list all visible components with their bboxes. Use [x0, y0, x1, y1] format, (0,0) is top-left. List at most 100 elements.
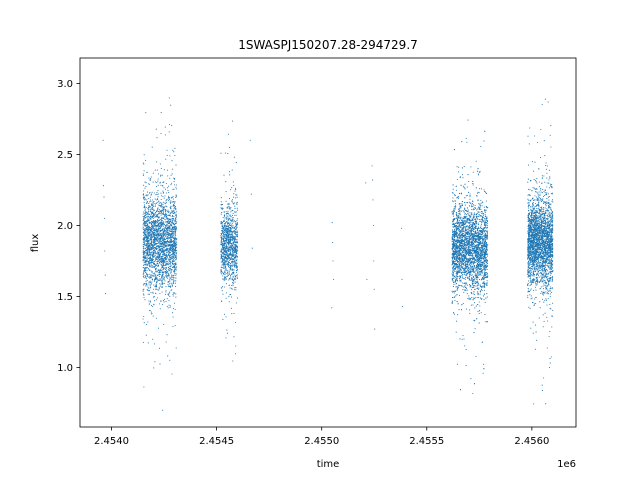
data-point — [151, 272, 153, 274]
data-point — [147, 260, 149, 263]
data-point — [174, 206, 176, 208]
data-point — [153, 267, 155, 269]
data-point — [150, 215, 152, 218]
data-point — [472, 252, 475, 254]
data-point — [232, 264, 234, 266]
data-point — [175, 251, 177, 253]
data-point — [150, 283, 152, 285]
data-point — [161, 210, 163, 212]
data-point — [228, 204, 230, 206]
data-point — [143, 255, 145, 257]
data-point — [150, 193, 152, 195]
data-point — [162, 234, 165, 236]
data-point — [161, 291, 163, 293]
data-point — [236, 256, 238, 258]
data-point — [231, 264, 233, 266]
data-point — [228, 266, 230, 268]
data-point — [166, 198, 168, 200]
data-point — [168, 245, 170, 247]
data-point — [235, 224, 238, 226]
data-point — [170, 235, 172, 237]
data-point — [160, 219, 162, 221]
data-point — [149, 199, 151, 201]
data-point — [226, 251, 228, 253]
data-point — [233, 220, 235, 222]
data-point — [227, 241, 229, 243]
data-point — [230, 257, 232, 259]
data-point — [232, 226, 234, 228]
data-point — [235, 255, 237, 257]
data-point — [229, 215, 231, 217]
data-point — [148, 218, 150, 220]
data-point — [229, 218, 231, 220]
data-point — [233, 260, 236, 262]
data-point — [230, 265, 232, 267]
data-point — [221, 225, 223, 227]
data-point — [236, 232, 239, 234]
data-point — [236, 233, 238, 235]
data-point — [169, 267, 171, 269]
data-point — [146, 258, 148, 260]
data-point — [174, 273, 176, 275]
data-point — [152, 228, 154, 230]
data-point — [229, 223, 231, 225]
data-point — [166, 243, 168, 245]
data-point — [235, 345, 237, 347]
data-point — [163, 298, 166, 300]
data-point — [174, 239, 176, 241]
data-point — [166, 249, 168, 251]
data-point — [220, 203, 222, 205]
data-point — [477, 211, 479, 213]
data-point — [169, 256, 171, 258]
data-point — [220, 221, 222, 223]
data-point — [153, 246, 155, 248]
data-point — [166, 221, 168, 223]
data-point — [225, 263, 228, 265]
data-point — [163, 201, 165, 203]
data-point — [226, 215, 228, 217]
data-point — [143, 202, 145, 204]
data-point — [164, 259, 166, 261]
data-point — [152, 211, 154, 213]
data-point — [149, 254, 152, 256]
data-point — [234, 237, 236, 239]
data-point — [152, 217, 154, 220]
data-point — [222, 223, 224, 225]
data-point — [222, 273, 224, 275]
data-point — [233, 240, 235, 242]
data-point — [145, 182, 147, 184]
data-point — [226, 237, 228, 239]
data-point — [144, 214, 147, 216]
data-point — [174, 234, 176, 236]
data-point — [145, 224, 147, 227]
data-point — [232, 203, 234, 205]
data-point — [235, 248, 237, 250]
data-point — [157, 327, 160, 329]
data-point — [226, 206, 228, 208]
data-point — [175, 249, 178, 252]
data-point — [231, 232, 234, 234]
data-point — [231, 210, 233, 212]
data-point — [148, 255, 150, 257]
data-point — [145, 262, 147, 264]
data-point — [150, 233, 152, 235]
data-point — [231, 200, 233, 202]
data-point — [175, 286, 177, 288]
data-point — [165, 286, 167, 288]
data-point — [150, 209, 152, 211]
data-point — [231, 244, 233, 246]
data-point — [236, 267, 238, 269]
data-point — [224, 235, 226, 237]
data-point — [175, 221, 177, 223]
data-point — [233, 244, 235, 246]
data-point — [149, 249, 151, 251]
data-point — [154, 223, 156, 225]
data-point — [142, 318, 144, 320]
data-point — [165, 253, 167, 255]
data-point — [165, 341, 167, 343]
data-point — [171, 283, 173, 285]
data-point — [234, 202, 236, 204]
data-point — [174, 266, 176, 268]
data-point — [223, 278, 225, 280]
data-point — [167, 233, 169, 235]
